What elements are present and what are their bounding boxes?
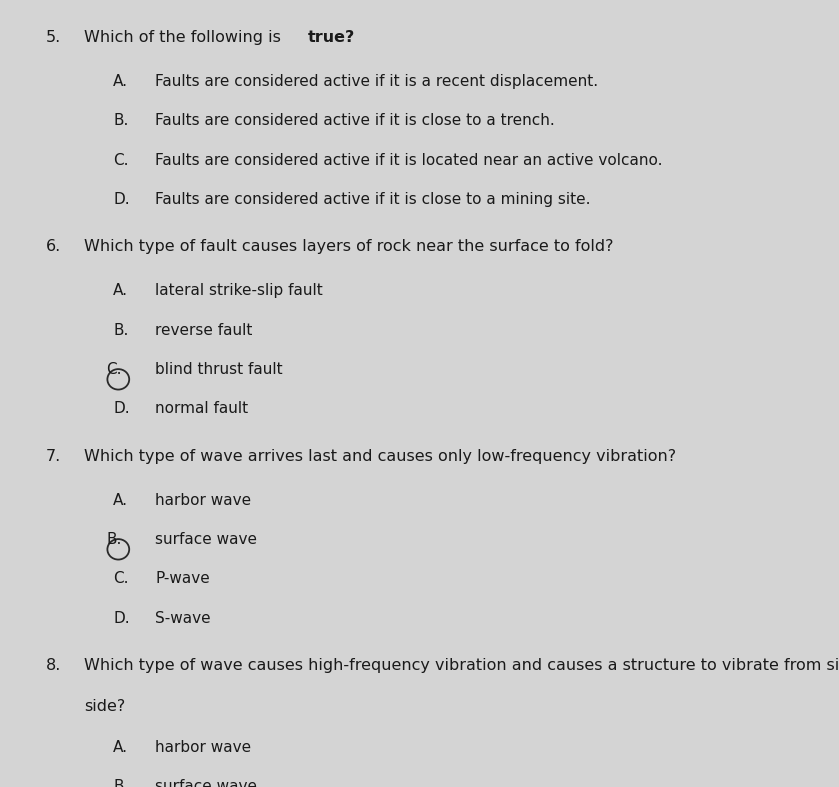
- Text: Faults are considered active if it is a recent displacement.: Faults are considered active if it is a …: [155, 74, 598, 89]
- Text: B.: B.: [113, 113, 128, 128]
- Text: surface wave: surface wave: [155, 532, 258, 547]
- Text: lateral strike-slip fault: lateral strike-slip fault: [155, 283, 323, 298]
- Text: 7.: 7.: [46, 449, 61, 464]
- Text: B.: B.: [113, 779, 128, 787]
- Text: Which type of wave causes high-frequency vibration and causes a structure to vib: Which type of wave causes high-frequency…: [84, 658, 839, 673]
- Text: B.: B.: [107, 532, 122, 547]
- Text: C.: C.: [113, 571, 128, 586]
- Text: Which type of fault causes layers of rock near the surface to fold?: Which type of fault causes layers of roc…: [84, 239, 613, 254]
- Text: harbor wave: harbor wave: [155, 740, 252, 755]
- Text: Faults are considered active if it is located near an active volcano.: Faults are considered active if it is lo…: [155, 153, 663, 168]
- Text: P-wave: P-wave: [155, 571, 210, 586]
- Text: A.: A.: [113, 740, 128, 755]
- Text: B.: B.: [113, 323, 128, 338]
- Text: Faults are considered active if it is close to a trench.: Faults are considered active if it is cl…: [155, 113, 555, 128]
- Text: D.: D.: [113, 611, 130, 626]
- Text: true?: true?: [308, 30, 356, 45]
- Text: 6.: 6.: [46, 239, 61, 254]
- Text: Which of the following is: Which of the following is: [84, 30, 286, 45]
- Text: normal fault: normal fault: [155, 401, 248, 416]
- Text: side?: side?: [84, 699, 125, 714]
- Text: 5.: 5.: [46, 30, 61, 45]
- Text: A.: A.: [113, 283, 128, 298]
- Text: C.: C.: [113, 153, 128, 168]
- Text: A.: A.: [113, 493, 128, 508]
- Text: D.: D.: [113, 401, 130, 416]
- Text: blind thrust fault: blind thrust fault: [155, 362, 283, 377]
- Text: Which type of wave arrives last and causes only low-frequency vibration?: Which type of wave arrives last and caus…: [84, 449, 676, 464]
- Text: reverse fault: reverse fault: [155, 323, 253, 338]
- Text: A.: A.: [113, 74, 128, 89]
- Text: harbor wave: harbor wave: [155, 493, 252, 508]
- Text: D.: D.: [113, 192, 130, 207]
- Text: 8.: 8.: [46, 658, 61, 673]
- Text: S-wave: S-wave: [155, 611, 211, 626]
- Text: C.: C.: [107, 362, 122, 377]
- Text: Faults are considered active if it is close to a mining site.: Faults are considered active if it is cl…: [155, 192, 591, 207]
- Text: surface wave: surface wave: [155, 779, 258, 787]
